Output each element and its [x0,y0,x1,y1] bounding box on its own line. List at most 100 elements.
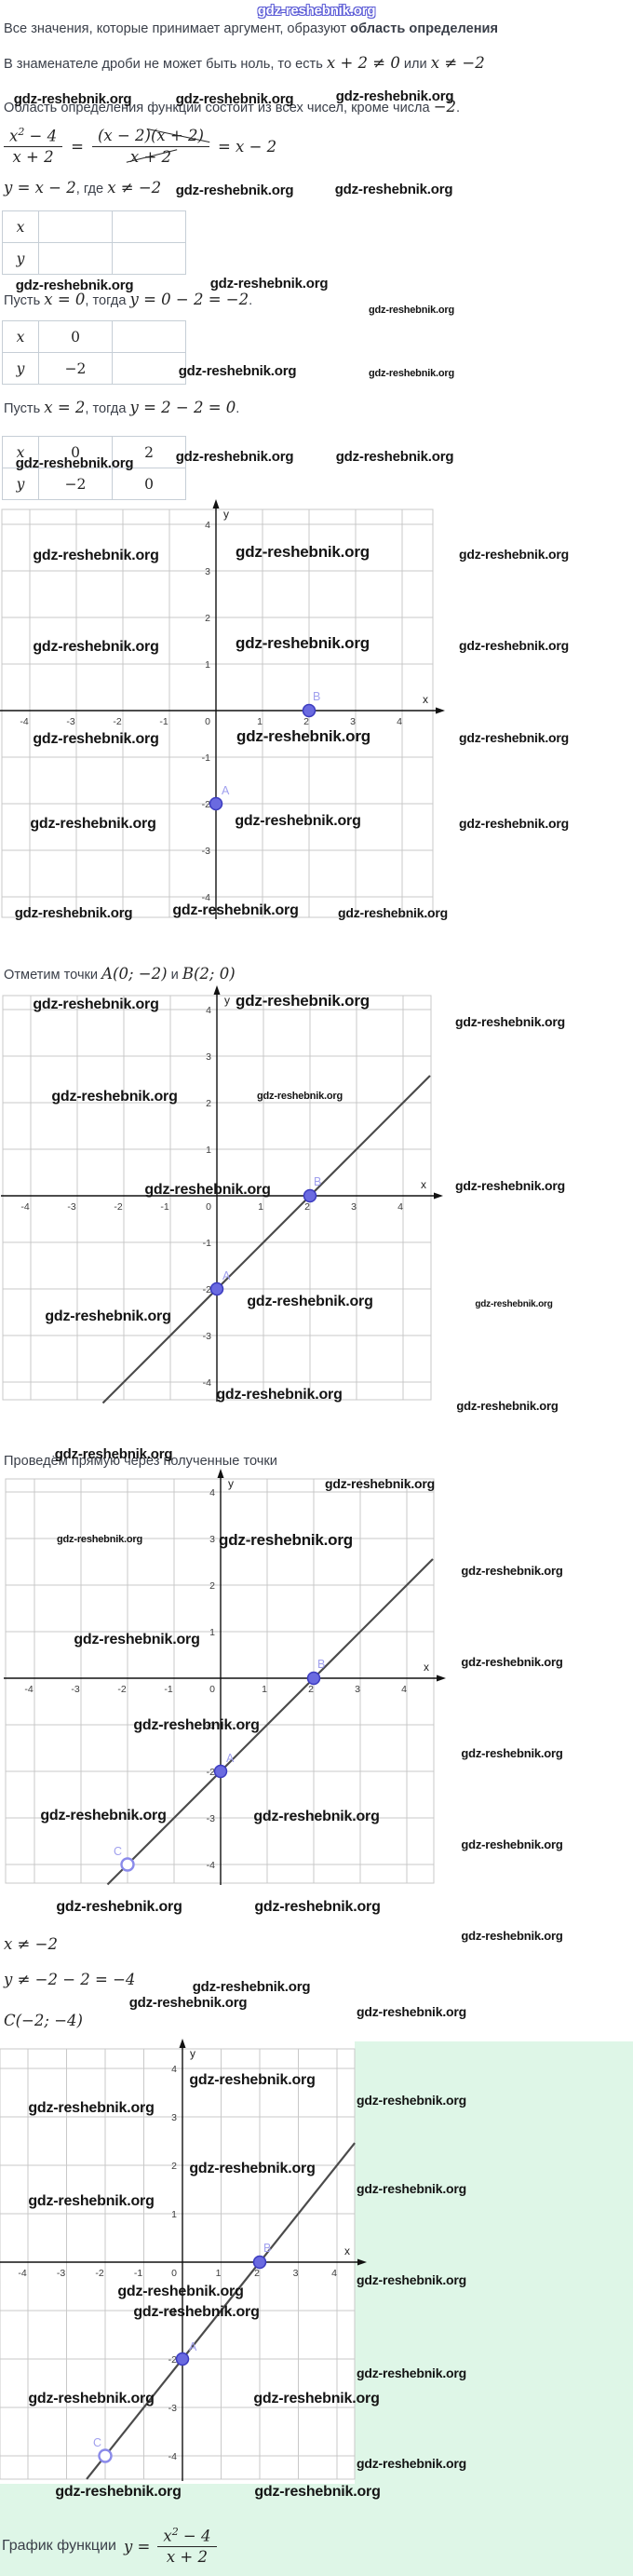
table-cell: x [2,320,39,353]
table-row: y −2 [2,352,186,385]
svg-text:3: 3 [351,1201,357,1213]
svg-text:4: 4 [205,520,210,531]
svg-text:3: 3 [355,1684,360,1695]
svg-text:C: C [114,1845,122,1858]
draw-line-note: Проведём прямую через полученные точки [4,1453,277,1470]
svg-text:4: 4 [209,1487,215,1498]
svg-text:1: 1 [206,1145,211,1156]
svg-text:-2: -2 [117,1684,126,1695]
point-a-coords: A(0; −2) [101,965,168,983]
intro-line-1-text: Все значения, которые принимает аргумент… [4,21,351,36]
cancelled-factor-denominator: x + 2 [129,147,172,166]
watermark: gdz-reshebnik.org [192,1979,311,1995]
graph-1: x y -4 -3 -2 -1 1 2 3 4 0 -4 -3 -2 -1 1 2 3 4 A B [0,499,445,919]
svg-text:-1: -1 [168,2306,177,2317]
svg-text:-1: -1 [159,716,168,727]
step-1-math-2: y = 0 − 2 = −2 [129,291,249,308]
simplification-equation: x2 − 4 x + 2 = (x − 2)(x + 2) x + 2 = x … [4,117,276,175]
watermark: gdz-reshebnik.org [334,182,453,197]
watermark: gdz-reshebnik.org [461,1929,563,1943]
table-cell: 2 [112,436,186,468]
svg-text:y: y [228,1477,234,1490]
graph-2: x y -4 -3 -2 -1 1 2 3 4 0 -4 -3 -2 -1 1 2 3 4 A B [1,985,443,1404]
svg-text:4: 4 [401,1684,407,1695]
svg-text:3: 3 [209,1534,215,1545]
intro-line-2-text: В знаменателе дроби не может быть ноль, … [4,57,327,72]
table-cell [38,210,113,243]
svg-text:3: 3 [171,2112,177,2123]
x-not-equal-note: x ≠ −2 [4,1935,58,1955]
svg-text:A: A [189,2340,197,2353]
table-cell [112,320,186,353]
svg-text:-2: -2 [95,2268,103,2279]
graph-3: x y -4 -3 -2 -1 1 2 3 4 0 -4 -3 -2 -1 1 2 3 4 A B C [4,1469,446,1886]
table-cell [112,242,186,275]
svg-text:B: B [263,2242,271,2255]
green-panel-bottom [0,2484,633,2576]
watermark: gdz-reshebnik.org [254,1899,381,1915]
table-row: x [2,210,186,243]
fraction-original-denominator: x + 2 [12,147,54,166]
svg-text:1: 1 [258,1201,263,1213]
watermark: gdz-reshebnik.org [175,183,294,198]
svg-text:A: A [222,1269,231,1282]
inline-math-condition-1: x + 2 ≠ 0 [326,54,400,72]
mark-points-line: Отметим точки A(0; −2) и B(2; 0) [4,965,236,984]
svg-text:x: x [423,693,428,706]
watermark: gdz-reshebnik.org [56,1899,182,1915]
svg-text:x: x [344,2244,350,2257]
svg-text:B: B [314,1175,321,1188]
step-1-dot: . [249,293,253,308]
y-not-equal-note: y ≠ −2 − 2 = −4 [4,1971,135,1990]
final-fraction-numerator: x2 − 4 [157,2526,217,2547]
svg-text:1: 1 [257,716,263,727]
svg-text:4: 4 [397,1201,403,1213]
mark-points-mid: и [167,968,182,983]
watermark: gdz-reshebnik.org [369,305,454,316]
watermark: gdz-reshebnik.org [461,1564,563,1578]
inline-math-minus-two: −2 [433,98,457,115]
fraction-factored-numerator: (x − 2)(x + 2) [91,126,209,147]
c-point-note: C(−2; −4) [4,2012,83,2031]
svg-text:1: 1 [209,1627,215,1638]
svg-text:-3: -3 [168,2403,177,2414]
x-not-equal-math: x ≠ −2 [4,1935,58,1953]
svg-text:-3: -3 [66,716,74,727]
svg-text:x: x [421,1178,426,1191]
watermark: gdz-reshebnik.org [369,368,454,379]
domain-term-bold: область определения [350,21,499,36]
watermark: gdz-reshebnik.org [209,276,329,291]
table-row: y −2 0 [2,468,186,500]
fraction-factored: (x − 2)(x + 2) x + 2 [91,126,209,167]
mark-points-pre: Отметим точки [4,968,102,983]
svg-text:2: 2 [171,2161,177,2172]
svg-text:-4: -4 [18,2268,26,2279]
svg-text:-3: -3 [207,1813,215,1824]
svg-text:3: 3 [206,1051,211,1063]
svg-text:0: 0 [171,2268,177,2279]
svg-text:0: 0 [206,1201,211,1213]
fraction-original-numerator: x2 − 4 [4,126,63,147]
svg-text:-3: -3 [57,2268,65,2279]
watermark: gdz-reshebnik.org [178,363,297,379]
svg-text:-4: -4 [203,1377,211,1389]
table-cell: y [2,468,39,500]
watermark: gdz-reshebnik.org [455,1178,565,1193]
watermark: gdz-reshebnik.org [475,1299,553,1309]
svg-text:2: 2 [308,1684,314,1695]
final-caption-fraction: x2 − 4 x + 2 [157,2526,217,2567]
step-2-math-2: y = 2 − 2 = 0 [129,399,236,416]
svg-text:2: 2 [303,716,309,727]
svg-text:4: 4 [397,716,402,727]
svg-text:-4: -4 [20,1201,29,1213]
table-cell: −2 [38,352,113,385]
watermark: gdz-reshebnik.org [459,638,569,653]
svg-text:2: 2 [205,613,210,624]
svg-text:1: 1 [216,2268,222,2279]
svg-text:3: 3 [293,2268,299,2279]
svg-text:-4: -4 [168,2451,177,2462]
svg-text:2: 2 [209,1580,215,1592]
svg-text:0: 0 [205,716,210,727]
svg-text:2: 2 [254,2268,260,2279]
